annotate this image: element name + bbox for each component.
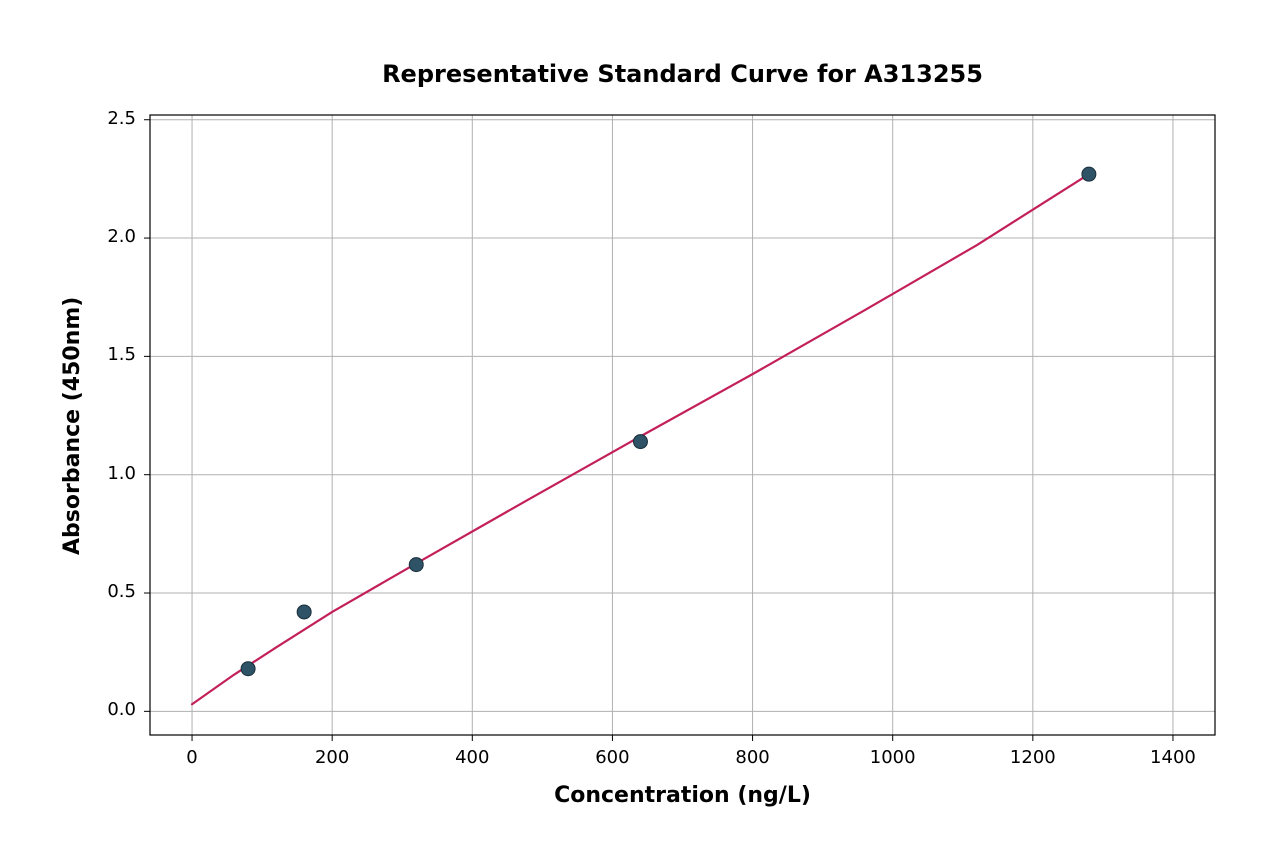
chart-container: Representative Standard Curve for A31325… <box>0 0 1280 845</box>
gridlines <box>150 115 1215 735</box>
data-point <box>633 435 647 449</box>
y-tick-label: 0.0 <box>107 699 136 720</box>
y-tick-label: 2.5 <box>107 108 136 129</box>
data-point <box>1082 167 1096 181</box>
x-tick-label: 200 <box>302 747 362 768</box>
x-tick-label: 600 <box>582 747 642 768</box>
x-tick-label: 1400 <box>1143 747 1203 768</box>
x-tick-label: 1200 <box>1003 747 1063 768</box>
y-tick-label: 2.0 <box>107 226 136 247</box>
x-tick-label: 1000 <box>863 747 923 768</box>
y-tick-label: 1.5 <box>107 344 136 365</box>
y-tick-label: 1.0 <box>107 463 136 484</box>
plot-border <box>150 115 1215 735</box>
chart-title: Representative Standard Curve for A31325… <box>150 60 1215 88</box>
chart-svg <box>0 0 1280 845</box>
y-axis-label: Absorbance (450nm) <box>60 297 85 555</box>
y-tick-label: 0.5 <box>107 581 136 602</box>
x-axis-label: Concentration (ng/L) <box>150 783 1215 808</box>
data-point <box>409 558 423 572</box>
x-tick-label: 800 <box>723 747 783 768</box>
x-tick-label: 0 <box>162 747 222 768</box>
data-point <box>241 662 255 676</box>
data-point <box>297 605 311 619</box>
x-tick-label: 400 <box>442 747 502 768</box>
tick-marks <box>144 120 1173 741</box>
